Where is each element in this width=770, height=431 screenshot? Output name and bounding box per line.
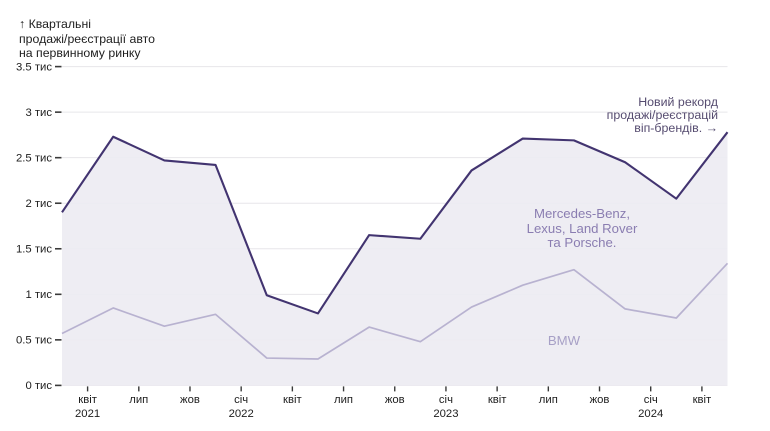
x-axis-label: жов [180, 394, 200, 406]
x-axis-year-label: 2021 [75, 408, 100, 420]
series-line-mercedes [61, 131, 729, 315]
y-axis-label: 1.5 тис [16, 243, 52, 255]
x-axis-label: квіт [693, 394, 712, 406]
y-axis-label: 2.5 тис [16, 152, 52, 164]
x-axis-label: січ [644, 394, 658, 406]
x-axis-year-label: 2024 [638, 408, 663, 420]
series-label-bmw: BMW [547, 333, 581, 348]
x-axis-label: лип [334, 394, 353, 406]
x-axis-label: квіт [488, 394, 507, 406]
series-label-mercedes: Mercedes-Benz, Lexus, Land Rover та Pors… [526, 206, 638, 251]
x-axis-label: жов [385, 394, 405, 406]
area-fill-mercedes [62, 132, 728, 386]
x-axis-year-label: 2023 [433, 408, 458, 420]
annotation-new-record: Новий рекорд продажі/реєстрацій віп-брен… [606, 95, 718, 136]
series-line-bmw [61, 262, 729, 360]
y-axis-label: 2 тис [25, 198, 52, 210]
x-axis-label: квіт [78, 394, 97, 406]
y-axis-label: 0 тис [25, 380, 52, 392]
x-axis-year-label: 2022 [229, 408, 254, 420]
y-axis-label: 3 тис [25, 107, 52, 119]
y-axis-label: 3.5 тис [16, 61, 52, 73]
x-axis-label: лип [539, 394, 558, 406]
x-axis-label: січ [234, 394, 248, 406]
x-axis-label: лип [129, 394, 148, 406]
x-axis-label: квіт [283, 394, 302, 406]
x-axis-label: січ [439, 394, 453, 406]
y-axis-label: 1 тис [25, 289, 52, 301]
y-axis-label: 0.5 тис [16, 335, 52, 347]
x-axis-label: жов [590, 394, 610, 406]
chart-title: ↑ Квартальні продажі/реєстрації авто на … [19, 17, 155, 61]
